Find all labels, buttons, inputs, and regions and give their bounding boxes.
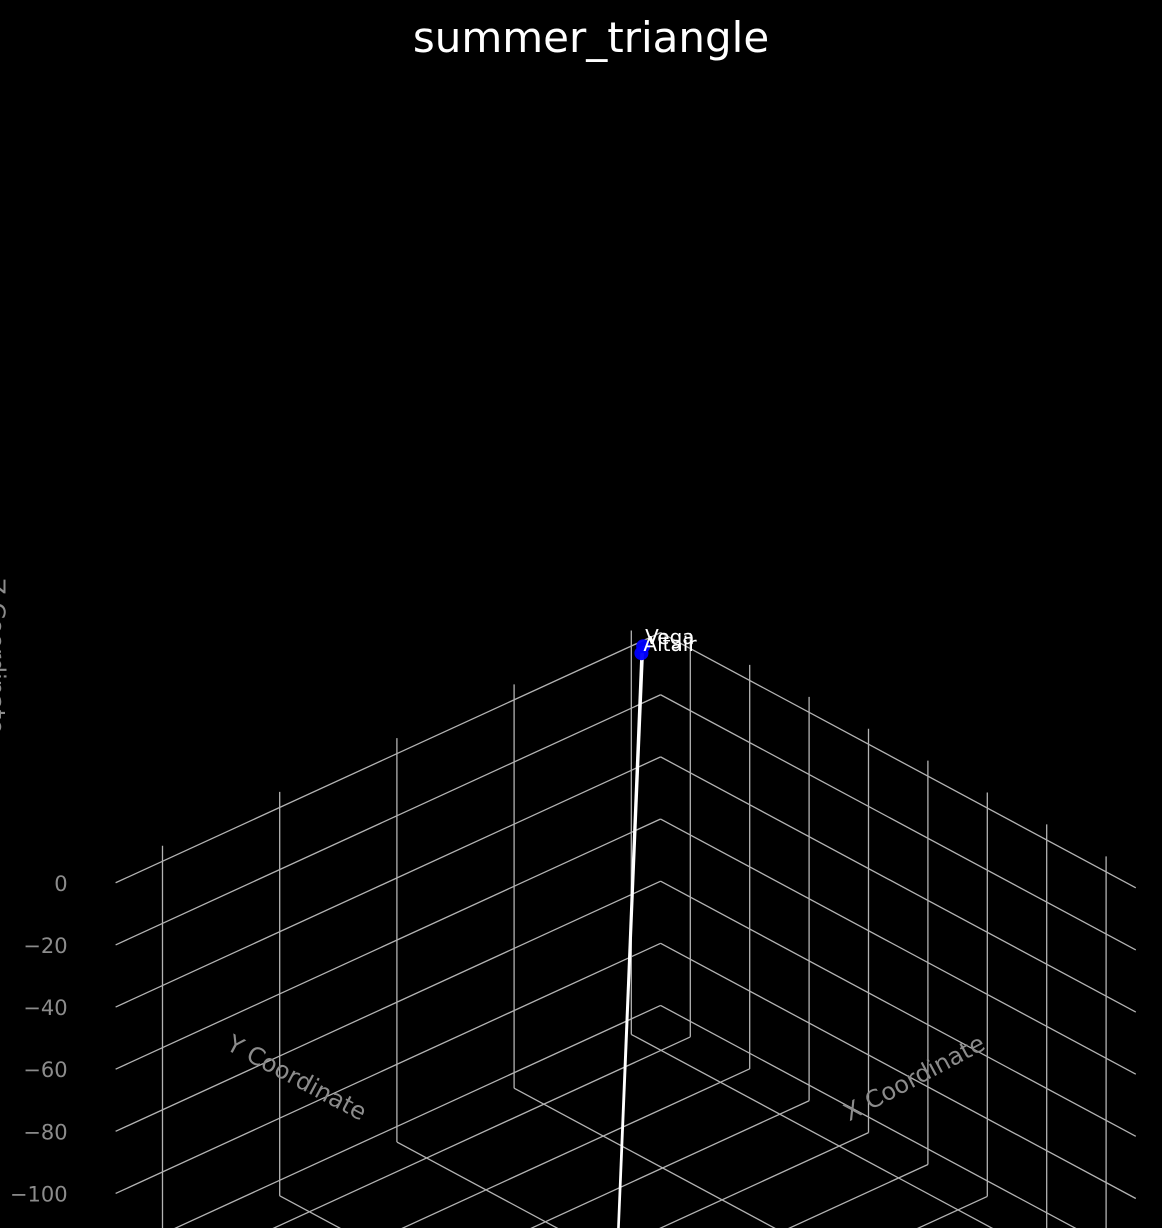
grid-line-z — [660, 942, 1137, 1200]
z-tick-label: −60 — [23, 1058, 67, 1082]
edge-altair-deneb — [617, 653, 643, 1228]
grid-line-z — [660, 756, 1137, 1013]
z-tick-label: −20 — [23, 934, 67, 958]
tick-labels: 0−20−40−60−80−100−1200−10−20−30−40−50−60… — [10, 872, 68, 1207]
grid-line-y — [396, 1141, 559, 1228]
star-marker-altair — [634, 646, 649, 661]
y-axis-label: Y Coordinate — [221, 1029, 371, 1126]
grid-line-z — [660, 632, 1137, 889]
star-points: VegaAltairDeneb — [634, 625, 697, 661]
grid-line-z — [660, 694, 1137, 951]
z-axis-label: Z Coordinate — [0, 578, 10, 734]
grid-line-z — [115, 632, 661, 884]
grid-line-z — [115, 942, 661, 1195]
grid-line-x — [401, 1068, 750, 1228]
grid-line-x — [530, 1100, 810, 1228]
chart-title: summer_triangle — [413, 13, 769, 62]
triangle-edges — [617, 645, 645, 1228]
grid-line-x — [659, 1132, 869, 1228]
z-tick-label: −100 — [10, 1182, 68, 1206]
grid-line-y — [630, 1033, 994, 1228]
z-tick-label: −80 — [23, 1120, 67, 1144]
star-label-altair: Altair — [643, 632, 697, 656]
grid-line-x — [788, 1163, 929, 1228]
grid-line-y — [279, 1195, 341, 1228]
grid-line-x — [916, 1195, 988, 1228]
x-axis-label: X Coordinate — [839, 1029, 990, 1127]
grid-line-y — [513, 1087, 776, 1228]
grid-line-x — [272, 1036, 691, 1228]
grid-line-z — [115, 756, 661, 1008]
star-label-vega: Vega — [645, 625, 694, 649]
grid-line-z — [115, 880, 661, 1132]
grid-line-z — [115, 694, 661, 946]
grid-line-z — [660, 818, 1137, 1075]
z-tick-label: 0 — [54, 872, 67, 896]
z-tick-label: −40 — [23, 996, 67, 1020]
grid-line-z — [115, 818, 661, 1070]
grid-line-z — [174, 1004, 661, 1228]
grid-line-z — [660, 1004, 1077, 1228]
grid-lines — [115, 630, 1137, 1228]
grid-line-z — [660, 880, 1137, 1137]
